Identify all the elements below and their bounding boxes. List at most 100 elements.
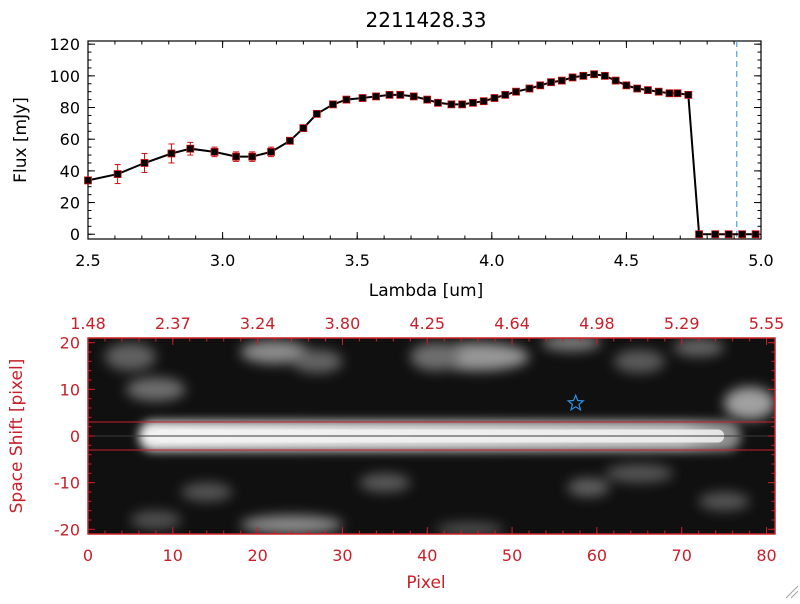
- flux-point: [525, 84, 534, 93]
- flux-point: [372, 92, 380, 101]
- flux-point: [248, 152, 257, 161]
- flux-point: [633, 84, 642, 93]
- y-tick-label: 100: [49, 67, 80, 86]
- noise-blob: [130, 510, 182, 530]
- noise-blob: [613, 349, 665, 374]
- flux-point: [312, 109, 321, 118]
- flux-point: [232, 152, 240, 161]
- flux-point: [695, 230, 703, 239]
- chart-title: 2211428.33: [366, 8, 487, 32]
- noise-blob: [673, 338, 725, 357]
- y-tick-label: -10: [54, 474, 80, 493]
- image-y-ticks: -20 -10 0 10 20: [54, 334, 775, 539]
- x-tick-label: 50: [502, 546, 522, 565]
- x-tick-label: 5.0: [748, 251, 773, 270]
- noise-blob: [291, 349, 343, 374]
- image-y-label: Space Shift [pixel]: [7, 359, 27, 514]
- noise-blob: [435, 522, 504, 534]
- spectrum-y-ticks: 0 20 40 60 80 100 120: [49, 35, 761, 244]
- noise-blob: [541, 338, 602, 352]
- x-tick-label: 70: [672, 546, 692, 565]
- y-tick-label: 80: [60, 99, 80, 118]
- flux-points: [84, 70, 760, 239]
- y-tick-label: 20: [60, 334, 80, 353]
- flux-point: [479, 97, 488, 106]
- noise-blob: [181, 482, 233, 502]
- noise-blob: [698, 492, 750, 511]
- spectrum-plot-frame: [87, 40, 762, 240]
- noise-blobs: [104, 338, 775, 534]
- flux-point: [644, 86, 652, 95]
- flux-point: [358, 94, 367, 102]
- flux-point: [299, 124, 308, 133]
- x-tick-label: 0: [83, 546, 93, 565]
- star-icon: [566, 393, 585, 412]
- flux-point: [210, 147, 219, 156]
- x-tick-label: 40: [417, 546, 437, 565]
- x-tick-label: 4.0: [479, 251, 504, 270]
- spectral-image-plot: 0 10 20 30 40 50 60 70 80 1.48 2.37 3.24 3.80 4.25 4.…: [7, 314, 784, 593]
- y-tick-label: 60: [60, 130, 80, 149]
- spectrum-x-ticks: 2.5 3.0 3.5 4.0 4.5 5.0: [75, 41, 774, 270]
- flux-point: [458, 100, 467, 109]
- flux-point: [434, 98, 442, 107]
- top-tick-label: 3.24: [240, 314, 276, 333]
- noise-blob: [126, 377, 186, 402]
- flux-point: [665, 89, 674, 98]
- noise-blob: [567, 478, 610, 497]
- x-tick-label: 10: [163, 546, 183, 565]
- flux-point: [512, 87, 520, 96]
- flux-point: [611, 76, 620, 85]
- flux-point: [342, 95, 351, 104]
- flux-point: [557, 76, 566, 85]
- flux-point: [654, 87, 663, 96]
- flux-point: [536, 81, 545, 90]
- x-tick-label: 3.0: [210, 251, 235, 270]
- top-tick-label: 5.55: [749, 314, 785, 333]
- flux-point: [447, 100, 456, 109]
- noise-blob: [359, 473, 411, 492]
- flux-point: [423, 95, 432, 104]
- image-content: [88, 338, 775, 534]
- flux-point: [469, 98, 477, 107]
- flux-point: [579, 71, 588, 80]
- flux-point: [547, 78, 555, 87]
- flux-point: [600, 71, 609, 80]
- y-tick-label: 120: [49, 35, 80, 54]
- top-tick-label: 2.37: [155, 314, 191, 333]
- flux-point: [186, 144, 195, 153]
- noise-blob: [104, 342, 156, 371]
- flux-point: [267, 147, 275, 156]
- y-tick-label: 0: [70, 427, 80, 446]
- aperture-lines: [88, 421, 775, 451]
- star-marker: [566, 393, 585, 412]
- flux-point: [167, 149, 176, 158]
- spectrum-y-label: Flux [mJy]: [11, 97, 31, 183]
- flux-line: [87, 73, 756, 236]
- noise-blob: [240, 515, 343, 534]
- flux-point: [711, 230, 720, 239]
- x-tick-label: 60: [587, 546, 607, 565]
- flux-point: [113, 170, 122, 178]
- flux-point: [590, 70, 598, 79]
- x-tick-label: 30: [332, 546, 352, 565]
- flux-point: [684, 90, 693, 99]
- top-tick-label: 3.80: [325, 314, 361, 333]
- image-x-ticks: 0 10 20 30 40 50 60 70 80: [83, 338, 777, 565]
- flux-point: [140, 159, 149, 167]
- flux-point: [385, 90, 394, 99]
- flux-point: [396, 90, 405, 99]
- spectrum-plot: 2211428.33 2.5 3.0 3.5 4.0 4.5 5.0 0 20 40 60 80 1…: [11, 8, 774, 301]
- flux-point: [673, 89, 682, 98]
- x-tick-label: 2.5: [75, 251, 100, 270]
- flux-point: [738, 230, 747, 239]
- x-tick-label: 4.5: [614, 251, 639, 270]
- x-tick-label: 20: [247, 546, 267, 565]
- flux-point: [568, 73, 577, 82]
- flux-point: [329, 100, 337, 109]
- x-tick-label: 3.5: [344, 251, 369, 270]
- flux-point: [409, 92, 418, 101]
- image-top-wavelength-ticks: 1.48 2.37 3.24 3.80 4.25 4.64 4.98 5.29 5.55: [70, 314, 784, 345]
- image-x-label: Pixel: [406, 573, 445, 593]
